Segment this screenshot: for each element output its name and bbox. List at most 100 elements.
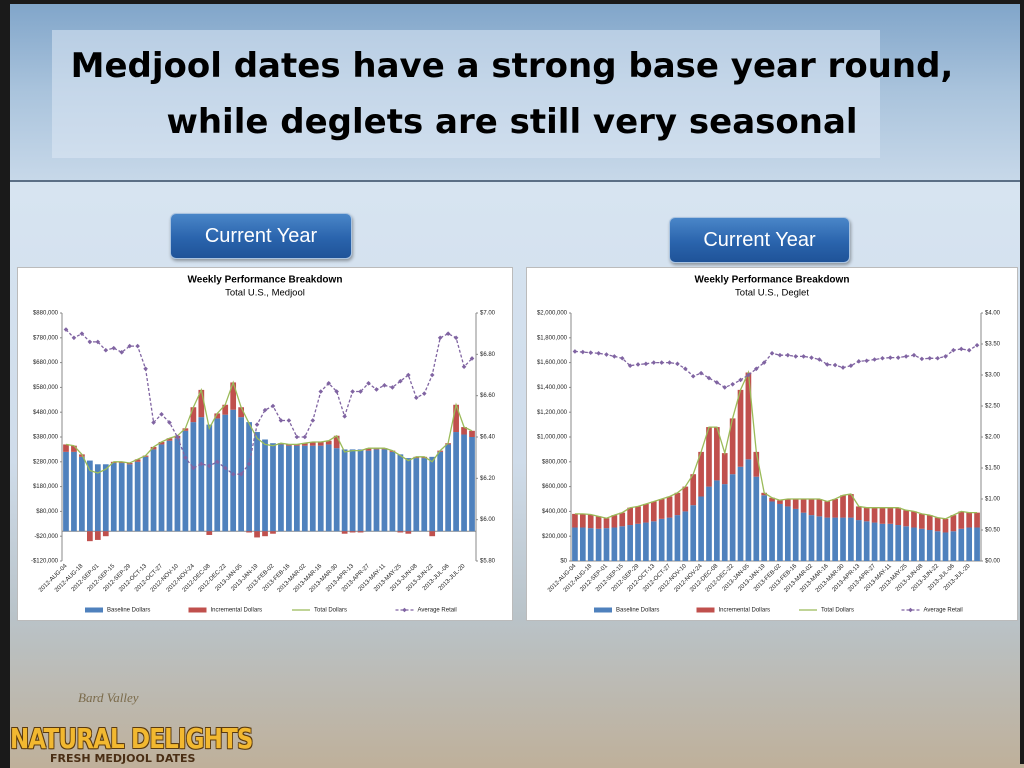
bar [643,522,649,561]
marker [785,352,791,358]
bar [603,518,610,529]
bar [246,531,252,533]
bar [911,527,917,561]
bar [118,463,125,532]
bar [855,520,862,561]
bar [706,427,712,487]
bar [286,445,292,532]
marker [183,455,188,460]
bar [469,437,475,532]
bar [682,511,689,561]
bar [714,427,720,481]
bar [792,499,799,509]
marker [690,373,696,379]
marker [453,335,459,341]
y-tick-label: $1,400,000 [537,385,568,391]
bar [63,444,69,452]
marker [382,383,387,388]
bar [666,496,673,518]
bar [611,515,618,528]
bar [737,466,744,561]
bar [753,451,760,477]
bar [800,512,807,561]
marker [769,351,775,356]
bar [190,407,197,423]
bar [942,532,949,561]
marker [888,355,893,360]
bar [729,474,736,561]
bar [714,480,720,561]
legend-label: Baseline Dollars [616,608,659,614]
button[interactable]: Current Year [669,217,850,263]
marker [318,389,324,394]
bar [71,451,77,532]
bar [166,440,173,532]
legend-swatch [696,607,715,613]
bar [848,517,854,561]
legend-swatch [402,607,407,613]
marker [111,345,117,351]
bar [572,527,578,561]
y2-tick-label: $5.80 [480,559,496,565]
bar [903,510,909,527]
bar [86,531,93,542]
marker [627,363,633,368]
marker [635,362,641,367]
legend-label: Total Dollars [314,608,347,614]
bar [134,461,141,532]
bar [729,418,736,475]
slide-title: Medjool dates have a strong base year ro… [70,46,954,86]
bar [879,523,886,561]
bar [238,407,245,418]
line [574,370,978,520]
y2-tick-label: $2.00 [985,435,1001,441]
bar [658,499,665,519]
bar [341,449,348,532]
bar [301,443,308,446]
marker [943,354,948,359]
bar [182,430,189,532]
bar [349,531,356,533]
y2-tick-label: $2.50 [985,404,1001,410]
bar [405,531,412,534]
y2-tick-label: $6.00 [480,517,496,523]
legend-label: Incremental Dollars [211,608,263,614]
line [65,329,473,475]
logo-brand: NATURAL DELIGHTS [10,722,253,755]
bar [158,441,165,445]
bar [761,492,768,496]
chart-subtitle: Total U.S., Medjool [225,288,305,299]
marker [230,471,236,477]
marker [848,363,854,368]
marker [119,349,125,355]
legend-swatch [85,607,103,613]
bar [840,495,846,518]
bar [682,486,689,512]
bar [650,521,657,561]
marker [445,331,451,336]
bar [365,448,372,451]
bar [887,523,894,561]
y-tick-label: $780,000 [33,335,59,341]
chart-title: Weekly Performance Breakdown [188,275,343,286]
marker [572,349,578,354]
bar [824,501,831,518]
bar [800,499,807,513]
marker [856,359,862,364]
button[interactable]: Current Year [170,213,352,259]
marker [222,465,228,471]
marker [935,355,940,361]
bar [706,486,712,561]
marker [270,403,276,409]
title-box [52,30,880,158]
bar [381,449,388,532]
bar [182,428,189,431]
bar [222,404,229,415]
bar [619,526,626,561]
bar [919,513,925,529]
marker [358,389,363,394]
marker [238,471,244,477]
bar [816,516,823,561]
marker [469,356,475,361]
bar [879,507,886,524]
